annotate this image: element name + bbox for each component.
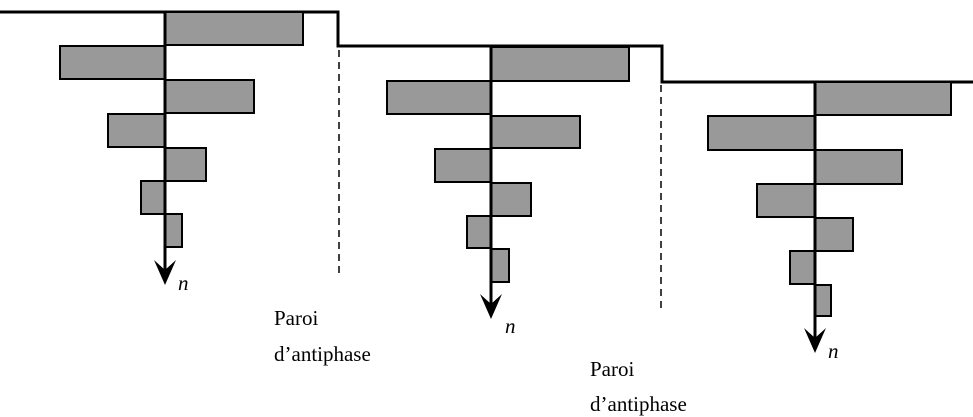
axis-label: n (828, 339, 839, 363)
arrow-head (154, 260, 176, 285)
bar (466, 215, 492, 249)
bar (814, 149, 903, 185)
bar (789, 250, 816, 285)
arrow-head (804, 328, 826, 353)
domain-3: n (707, 81, 952, 363)
arrow-head (480, 294, 502, 319)
bar (814, 284, 832, 317)
wall-label: Paroi (274, 306, 318, 330)
bar (490, 115, 581, 149)
bar (490, 248, 510, 283)
bar (164, 79, 255, 114)
bar (59, 45, 166, 80)
domain-1: n (59, 11, 304, 295)
axis-label: n (178, 271, 189, 295)
bar (814, 217, 854, 252)
bar (164, 11, 304, 46)
bar (434, 148, 492, 183)
bar (756, 183, 816, 218)
wall-label: Paroi (590, 357, 634, 381)
wall-label: d’antiphase (274, 342, 371, 366)
wall-label: d’antiphase (590, 392, 687, 416)
domain-2: n (386, 46, 630, 338)
bar (490, 182, 532, 217)
bar (814, 81, 952, 116)
bar (707, 115, 816, 151)
bar (386, 80, 492, 115)
bar (490, 46, 630, 82)
bar (140, 180, 166, 215)
axis-label: n (505, 314, 516, 338)
bar (164, 147, 207, 182)
bar (107, 113, 166, 148)
bar (164, 213, 183, 248)
